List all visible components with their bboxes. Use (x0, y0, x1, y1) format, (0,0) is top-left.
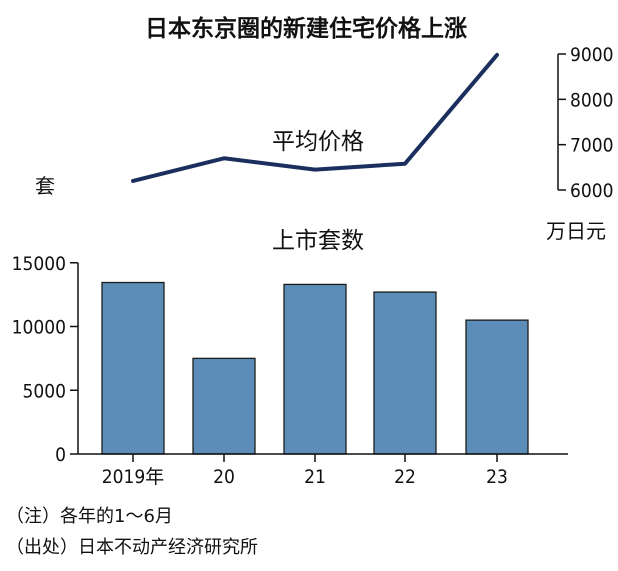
units-axis-tick-label: 0 (55, 444, 66, 466)
units-axis: 0 5000 10000 15000 (12, 253, 79, 466)
price-line (131, 52, 499, 183)
units-axis-tick-label: 5000 (23, 380, 67, 402)
price-unit-label: 万日元 (546, 219, 606, 243)
price-series-label: 平均价格 (272, 129, 364, 155)
chart-title: 日本东京圈的新建住宅价格上涨 (145, 15, 467, 42)
units-axis-tick-label: 15000 (12, 253, 66, 275)
bar (101, 281, 165, 455)
bar (373, 291, 437, 455)
bar (192, 357, 256, 455)
bars (101, 281, 529, 455)
x-tick-label: 23 (486, 466, 508, 488)
units-series-label: 上市套数 (272, 228, 364, 254)
price-axis: 6000 7000 8000 9000 (557, 44, 614, 202)
x-tick-label: 20 (213, 466, 235, 488)
bar (283, 283, 347, 455)
price-axis-tick-label: 7000 (570, 135, 614, 157)
bar (465, 319, 529, 455)
price-axis-tick-label: 9000 (570, 44, 614, 66)
units-axis-tick-label: 10000 (12, 317, 66, 339)
note-months: （注）各年的1～6月 (6, 506, 173, 527)
x-tick-labels: 2019年 20 21 22 23 (102, 454, 508, 488)
price-axis-tick-label: 8000 (570, 89, 614, 111)
price-axis-tick-label: 6000 (570, 180, 614, 202)
x-tick-label: 21 (304, 466, 326, 488)
note-source: （出处）日本不动产经济研究所 (6, 537, 258, 558)
x-tick-label: 22 (394, 466, 416, 488)
units-unit-label: 套 (35, 174, 55, 198)
x-tick-label: 2019年 (102, 466, 165, 488)
